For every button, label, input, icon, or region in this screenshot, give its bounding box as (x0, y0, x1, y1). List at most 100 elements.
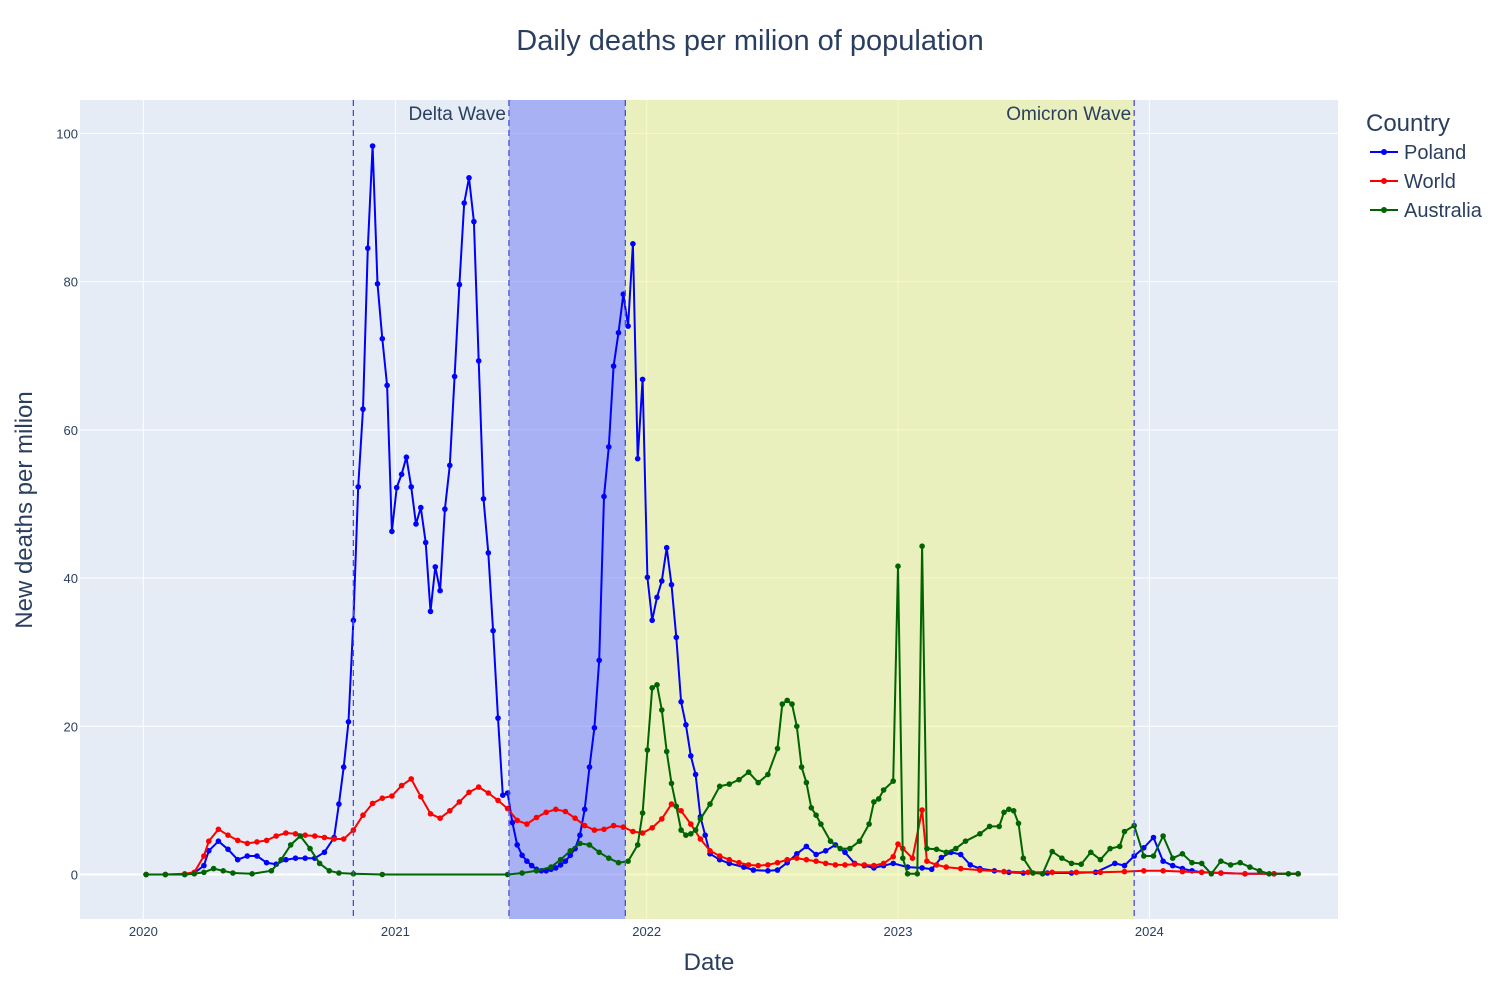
point-world-29[interactable] (437, 815, 443, 821)
point-australia-58[interactable] (803, 779, 810, 786)
point-australia-68[interactable] (875, 796, 882, 802)
point-australia-66[interactable] (866, 821, 872, 827)
point-poland-80[interactable] (630, 241, 636, 247)
point-poland-10[interactable] (254, 853, 260, 859)
point-australia-65[interactable] (856, 838, 863, 844)
point-australia-15[interactable] (326, 868, 333, 874)
point-australia-49[interactable] (745, 769, 752, 775)
legend-item-australia[interactable]: Australia (1370, 200, 1483, 222)
point-poland-114[interactable] (890, 860, 896, 867)
point-world-47[interactable] (610, 822, 617, 829)
point-poland-129[interactable] (1112, 860, 1118, 867)
point-poland-42[interactable] (447, 462, 453, 469)
point-world-84[interactable] (957, 865, 964, 872)
point-world-75[interactable] (880, 860, 887, 867)
point-poland-91[interactable] (683, 722, 689, 728)
point-poland-93[interactable] (692, 771, 699, 778)
point-poland-41[interactable] (442, 506, 448, 512)
point-world-93[interactable] (1160, 868, 1166, 874)
point-poland-28[interactable] (379, 335, 386, 342)
point-australia-30[interactable] (625, 858, 631, 864)
point-world-95[interactable] (1198, 869, 1205, 876)
point-world-73[interactable] (861, 862, 868, 868)
point-poland-48[interactable] (475, 358, 482, 364)
point-poland-104[interactable] (794, 851, 800, 857)
point-world-35[interactable] (495, 797, 501, 804)
point-poland-82[interactable] (639, 376, 646, 383)
point-poland-67[interactable] (567, 852, 574, 859)
point-world-33[interactable] (475, 784, 482, 790)
point-australia-111[interactable] (1237, 859, 1243, 866)
point-world-61[interactable] (745, 862, 752, 868)
point-australia-29[interactable] (615, 859, 622, 866)
point-poland-56[interactable] (514, 842, 520, 848)
point-world-72[interactable] (851, 861, 858, 867)
point-poland-77[interactable] (615, 329, 622, 336)
point-world-15[interactable] (302, 832, 309, 838)
point-world-85[interactable] (977, 867, 983, 873)
point-australia-83[interactable] (996, 823, 1002, 830)
point-australia-61[interactable] (818, 821, 824, 827)
point-australia-94[interactable] (1078, 861, 1084, 867)
point-world-91[interactable] (1121, 868, 1128, 875)
point-poland-57[interactable] (519, 852, 525, 859)
point-australia-62[interactable] (827, 838, 834, 844)
point-world-49[interactable] (630, 828, 636, 835)
point-australia-6[interactable] (220, 868, 226, 874)
point-poland-72[interactable] (591, 725, 598, 731)
point-world-92[interactable] (1141, 868, 1147, 874)
point-world-26[interactable] (408, 776, 415, 782)
point-world-6[interactable] (215, 826, 222, 833)
point-australia-33[interactable] (644, 747, 651, 753)
point-australia-71[interactable] (895, 563, 901, 569)
point-poland-71[interactable] (586, 764, 593, 770)
point-australia-70[interactable] (890, 778, 896, 784)
point-world-32[interactable] (466, 789, 472, 796)
point-poland-88[interactable] (668, 581, 675, 588)
point-poland-7[interactable] (225, 846, 231, 853)
point-world-62[interactable] (755, 862, 761, 869)
point-australia-107[interactable] (1198, 860, 1205, 867)
point-world-21[interactable] (360, 812, 366, 818)
point-poland-95[interactable] (702, 832, 708, 838)
point-australia-27[interactable] (596, 849, 602, 856)
point-australia-114[interactable] (1266, 871, 1272, 877)
point-australia-41[interactable] (683, 832, 689, 838)
point-world-9[interactable] (244, 840, 251, 847)
point-poland-83[interactable] (644, 574, 651, 581)
point-world-66[interactable] (794, 855, 800, 861)
point-australia-42[interactable] (688, 831, 694, 837)
point-poland-25[interactable] (365, 245, 371, 251)
point-australia-93[interactable] (1068, 860, 1075, 867)
point-australia-34[interactable] (649, 685, 655, 691)
point-australia-95[interactable] (1088, 849, 1094, 856)
point-australia-43[interactable] (692, 827, 699, 833)
point-world-4[interactable] (201, 853, 207, 859)
point-poland-134[interactable] (1160, 858, 1166, 864)
point-australia-5[interactable] (210, 865, 217, 872)
point-world-97[interactable] (1242, 871, 1248, 877)
point-poland-6[interactable] (215, 838, 222, 844)
point-poland-118[interactable] (938, 854, 945, 861)
point-world-13[interactable] (283, 830, 289, 836)
point-poland-39[interactable] (432, 564, 439, 570)
point-poland-116[interactable] (919, 865, 925, 871)
point-poland-29[interactable] (384, 382, 390, 389)
point-poland-100[interactable] (750, 867, 757, 873)
point-poland-135[interactable] (1169, 862, 1176, 869)
point-poland-30[interactable] (389, 528, 395, 535)
point-world-34[interactable] (485, 790, 492, 796)
point-world-38[interactable] (524, 821, 530, 827)
point-world-68[interactable] (813, 858, 819, 864)
point-australia-32[interactable] (639, 810, 646, 816)
point-australia-44[interactable] (697, 816, 704, 822)
point-australia-101[interactable] (1141, 853, 1147, 859)
legend-item-world[interactable]: World (1370, 171, 1456, 193)
point-australia-39[interactable] (673, 803, 680, 810)
point-australia-52[interactable] (774, 745, 781, 752)
point-world-79[interactable] (909, 855, 916, 861)
point-world-31[interactable] (456, 799, 463, 805)
point-australia-84[interactable] (1001, 809, 1007, 816)
point-poland-102[interactable] (774, 867, 781, 873)
point-world-8[interactable] (234, 837, 241, 844)
